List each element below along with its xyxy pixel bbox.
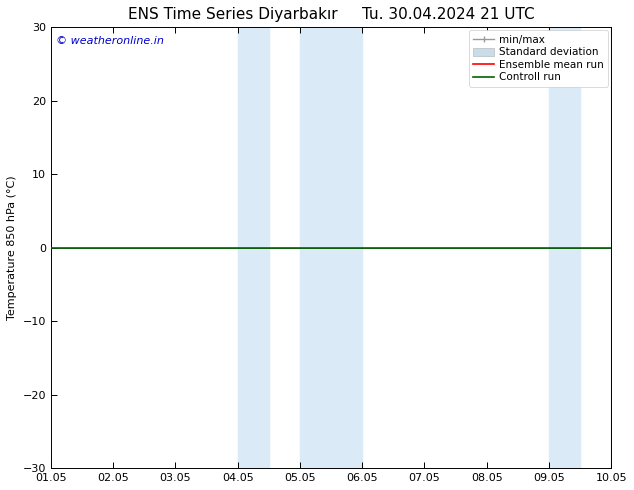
- Title: ENS Time Series Diyarbakır     Tu. 30.04.2024 21 UTC: ENS Time Series Diyarbakır Tu. 30.04.202…: [127, 7, 534, 22]
- Bar: [238, 27, 269, 468]
- Bar: [549, 27, 580, 468]
- Y-axis label: Temperature 850 hPa (°C): Temperature 850 hPa (°C): [7, 175, 17, 320]
- Bar: [611, 27, 634, 468]
- Text: © weatheronline.in: © weatheronline.in: [56, 36, 164, 46]
- Legend: min/max, Standard deviation, Ensemble mean run, Controll run: min/max, Standard deviation, Ensemble me…: [469, 30, 608, 87]
- Bar: [300, 27, 362, 468]
